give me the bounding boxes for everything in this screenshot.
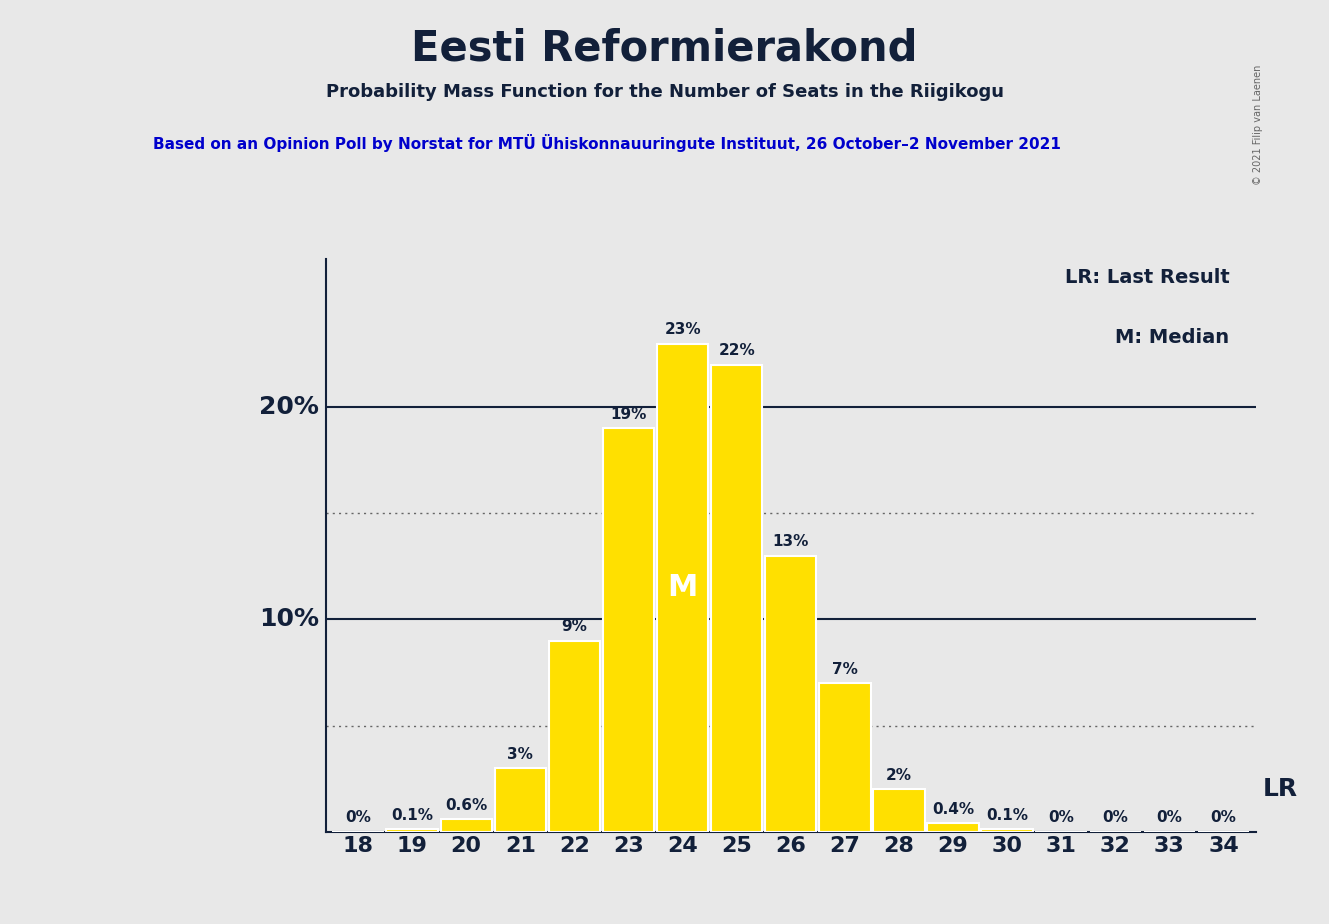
Text: Based on an Opinion Poll by Norstat for MTÜ Ühiskonnauuringute Instituut, 26 Oct: Based on an Opinion Poll by Norstat for …: [153, 134, 1061, 152]
Bar: [549, 640, 601, 832]
Text: 20%: 20%: [259, 395, 319, 419]
Text: 0.4%: 0.4%: [932, 802, 974, 817]
Text: 0.1%: 0.1%: [391, 808, 433, 823]
Bar: [819, 683, 870, 832]
Bar: [603, 429, 654, 832]
Text: M: M: [667, 573, 698, 602]
Text: 10%: 10%: [259, 607, 319, 631]
Text: © 2021 Filip van Laenen: © 2021 Filip van Laenen: [1252, 65, 1263, 185]
Bar: [657, 344, 708, 832]
Text: 23%: 23%: [664, 322, 700, 337]
Text: 13%: 13%: [772, 534, 809, 550]
Bar: [387, 830, 437, 832]
Text: 0.1%: 0.1%: [986, 808, 1029, 823]
Text: 2%: 2%: [886, 768, 912, 783]
Text: 0%: 0%: [1211, 810, 1236, 825]
Bar: [440, 819, 492, 832]
Text: Eesti Reformierakond: Eesti Reformierakond: [411, 28, 918, 69]
Text: 7%: 7%: [832, 662, 857, 676]
Bar: [494, 768, 546, 832]
Text: 0%: 0%: [346, 810, 371, 825]
Text: M: Median: M: Median: [1115, 328, 1229, 347]
Text: 0%: 0%: [1156, 810, 1183, 825]
Text: 3%: 3%: [508, 747, 533, 761]
Text: 0.6%: 0.6%: [445, 797, 488, 812]
Text: 0%: 0%: [1102, 810, 1128, 825]
Text: 0%: 0%: [1049, 810, 1074, 825]
Text: 9%: 9%: [561, 619, 587, 634]
Text: LR: Last Result: LR: Last Result: [1065, 268, 1229, 287]
Bar: [766, 555, 816, 832]
Bar: [981, 830, 1033, 832]
Bar: [873, 789, 925, 832]
Text: Probability Mass Function for the Number of Seats in the Riigikogu: Probability Mass Function for the Number…: [326, 83, 1003, 101]
Bar: [711, 365, 763, 832]
Text: 22%: 22%: [718, 344, 755, 359]
Text: LR: LR: [1263, 777, 1297, 801]
Bar: [928, 823, 978, 832]
Text: 19%: 19%: [610, 407, 647, 422]
